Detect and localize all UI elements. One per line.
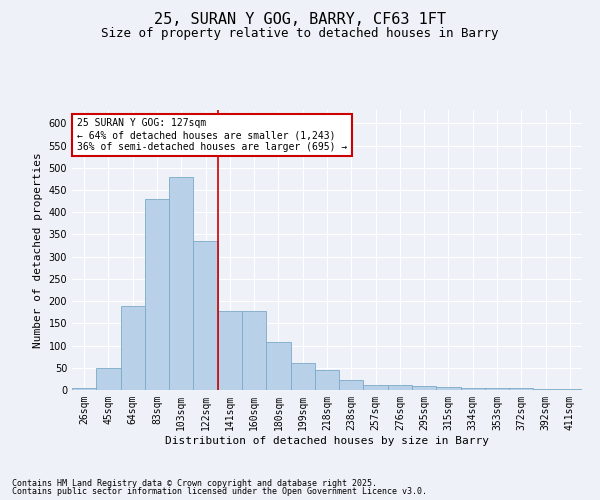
Bar	[412, 386, 436, 390]
Bar	[315, 370, 339, 390]
Bar	[121, 306, 145, 390]
Bar	[485, 388, 509, 390]
Text: 25, SURAN Y GOG, BARRY, CF63 1FT: 25, SURAN Y GOG, BARRY, CF63 1FT	[154, 12, 446, 28]
Bar	[558, 388, 582, 390]
X-axis label: Distribution of detached houses by size in Barry: Distribution of detached houses by size …	[165, 436, 489, 446]
Bar	[96, 368, 121, 390]
Bar	[242, 311, 266, 390]
Bar	[169, 176, 193, 390]
Bar	[388, 385, 412, 390]
Text: Size of property relative to detached houses in Barry: Size of property relative to detached ho…	[101, 28, 499, 40]
Bar	[193, 241, 218, 390]
Bar	[509, 388, 533, 390]
Bar	[364, 385, 388, 390]
Bar	[145, 199, 169, 390]
Bar	[461, 388, 485, 390]
Bar	[72, 388, 96, 390]
Bar	[533, 388, 558, 390]
Bar	[290, 364, 315, 390]
Bar	[436, 387, 461, 390]
Text: 25 SURAN Y GOG: 127sqm
← 64% of detached houses are smaller (1,243)
36% of semi-: 25 SURAN Y GOG: 127sqm ← 64% of detached…	[77, 118, 347, 152]
Text: Contains public sector information licensed under the Open Government Licence v3: Contains public sector information licen…	[12, 487, 427, 496]
Bar	[218, 311, 242, 390]
Bar	[266, 342, 290, 390]
Bar	[339, 380, 364, 390]
Y-axis label: Number of detached properties: Number of detached properties	[33, 152, 43, 348]
Text: Contains HM Land Registry data © Crown copyright and database right 2025.: Contains HM Land Registry data © Crown c…	[12, 478, 377, 488]
